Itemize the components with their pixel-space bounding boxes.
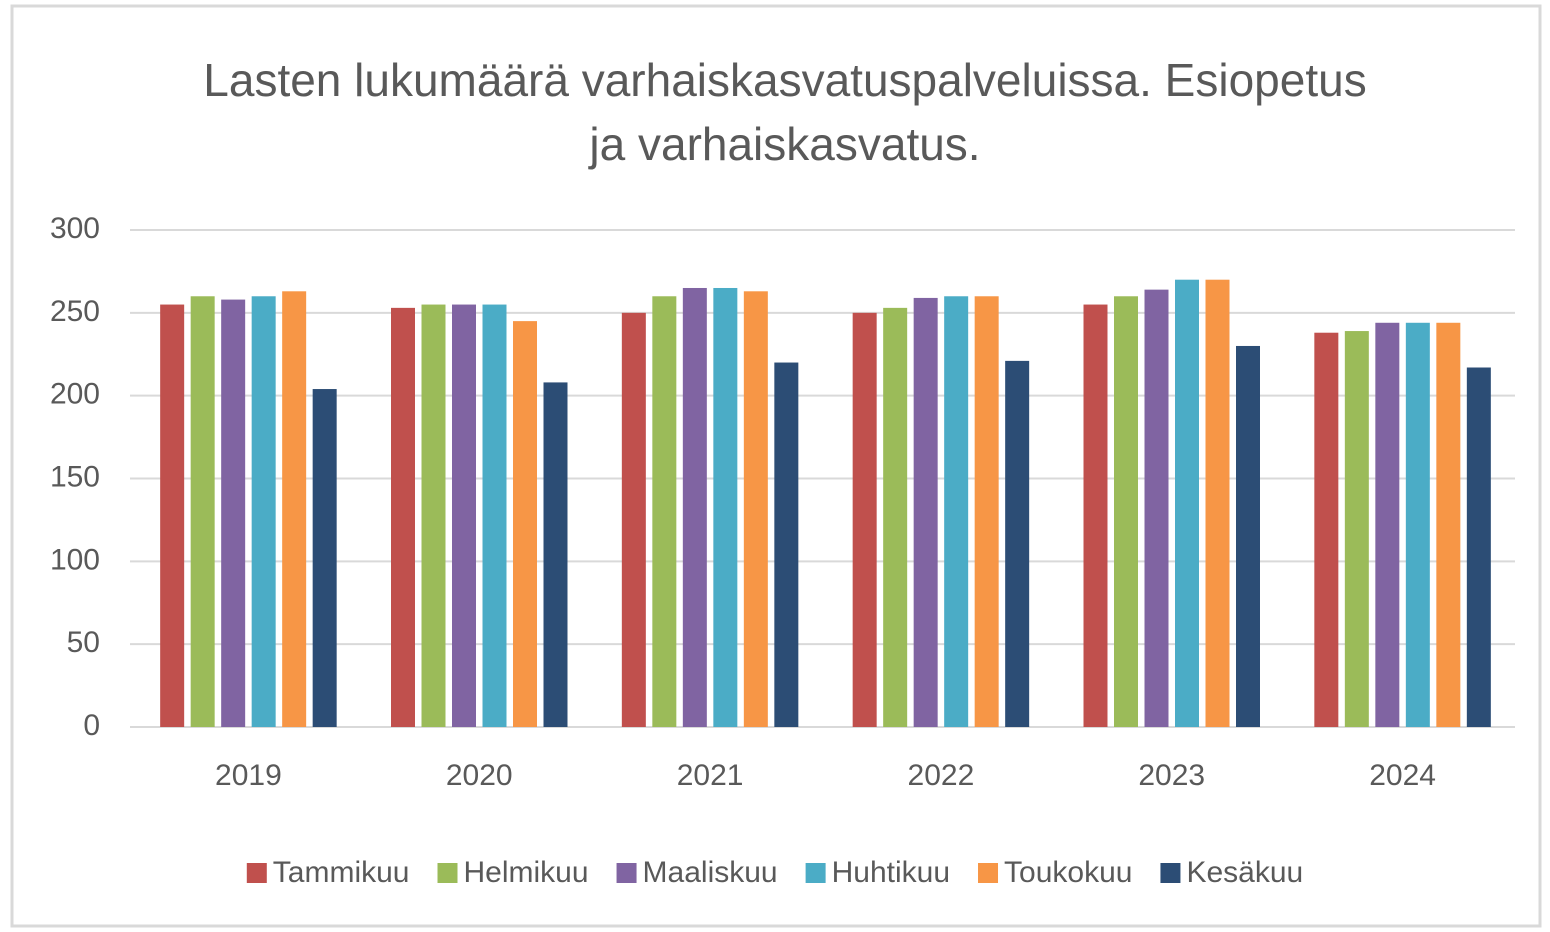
legend-label: Maaliskuu xyxy=(643,856,778,889)
bar xyxy=(974,296,999,727)
bar xyxy=(1236,345,1260,727)
x-tick-label: 2024 xyxy=(1369,759,1436,792)
chart-title: Lasten lukumäärä varhaiskasvatuspalvelui… xyxy=(203,54,1367,170)
y-tick-label: 0 xyxy=(83,709,100,742)
bar xyxy=(1205,279,1230,727)
bar xyxy=(1405,322,1430,727)
bar xyxy=(482,304,507,727)
legend-swatch xyxy=(1160,863,1181,883)
y-tick-label: 250 xyxy=(50,295,100,328)
bar xyxy=(1005,360,1030,727)
chart-border xyxy=(10,4,1542,928)
bar xyxy=(543,382,568,727)
bar xyxy=(944,296,969,727)
x-tick-label: 2022 xyxy=(908,759,975,792)
bar xyxy=(1466,367,1491,727)
x-tick-label: 2023 xyxy=(1138,759,1205,792)
y-tick-label: 50 xyxy=(67,626,100,659)
bar xyxy=(652,296,677,727)
bar xyxy=(160,304,185,727)
bar xyxy=(852,312,877,727)
bar xyxy=(743,291,768,727)
y-tick-label: 150 xyxy=(50,460,100,493)
legend-swatch xyxy=(616,863,637,883)
x-tick-label: 2021 xyxy=(677,759,744,792)
bar xyxy=(421,304,446,727)
bar xyxy=(221,299,246,727)
bar xyxy=(1144,289,1169,727)
bar xyxy=(1175,279,1199,727)
bar xyxy=(452,304,476,727)
legend-label: Tammikuu xyxy=(273,856,410,889)
bar xyxy=(513,321,537,727)
x-tick-label: 2019 xyxy=(215,759,282,792)
bar xyxy=(774,362,799,727)
legend-swatch xyxy=(978,863,999,883)
legend-label: Toukokuu xyxy=(1004,856,1132,889)
y-tick-label: 100 xyxy=(50,543,100,576)
bar xyxy=(913,297,938,727)
bar xyxy=(190,296,215,727)
legend-swatch xyxy=(246,863,267,883)
bar xyxy=(682,287,707,727)
bar xyxy=(883,307,908,727)
bar xyxy=(1114,296,1138,727)
bar xyxy=(1344,331,1369,727)
y-tick-label: 200 xyxy=(50,378,100,411)
bar xyxy=(251,296,276,727)
bar xyxy=(1314,332,1339,727)
x-tick-label: 2020 xyxy=(446,759,513,792)
bar xyxy=(713,287,738,727)
bar xyxy=(1083,304,1108,727)
bar xyxy=(1375,322,1400,727)
legend-swatch xyxy=(805,863,826,883)
bar xyxy=(282,291,307,727)
bar xyxy=(621,312,646,727)
y-tick-label: 300 xyxy=(50,212,100,245)
bar xyxy=(391,307,415,727)
legend-swatch xyxy=(437,863,458,883)
bar xyxy=(1436,322,1461,727)
legend-label: Huhtikuu xyxy=(832,856,950,889)
legend-label: Helmikuu xyxy=(464,856,589,889)
legend-label: Kesäkuu xyxy=(1186,856,1303,889)
bar xyxy=(312,389,337,727)
